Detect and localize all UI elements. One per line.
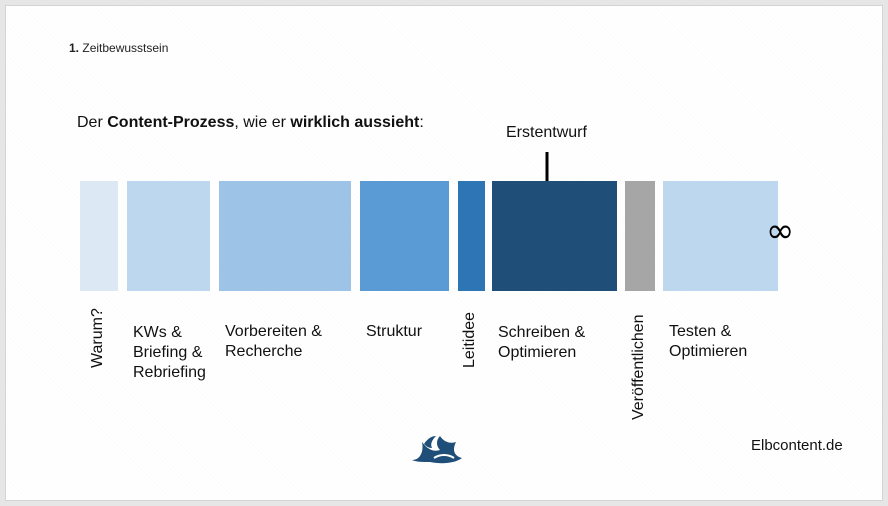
step-block-kws: [127, 181, 210, 291]
step-label-struktur: Struktur: [366, 323, 423, 340]
step-block-testen: [663, 181, 778, 291]
step-block-veroeffentlichen: [625, 181, 655, 291]
step-label-line: Testen &: [669, 323, 732, 340]
step-label-line: Schreiben &: [498, 324, 586, 341]
headline-text-2: , wie er: [234, 114, 291, 131]
step-label-line: Briefing &: [133, 344, 203, 361]
section-title: 1. Zeitbewusstsein: [69, 41, 168, 55]
step-label-line: Optimieren: [669, 343, 748, 360]
step-label-schreiben: Schreiben & Optimieren: [498, 323, 585, 363]
step-label-leitidee: Leitidee: [461, 311, 478, 368]
step-block-warum: [80, 181, 118, 291]
wave-logo-icon: [412, 436, 462, 464]
section-name: Zeitbewusstsein: [82, 41, 169, 55]
step-label-line: Vorbereiten &: [225, 323, 322, 340]
step-label-line: KWs &: [133, 324, 182, 341]
step-label-kws: KWs & Briefing & Rebriefing: [133, 323, 206, 383]
step-label-line: Recherche: [225, 343, 303, 360]
headline-bold-1: Content-Prozess: [107, 114, 235, 131]
step-block-struktur: [360, 181, 449, 291]
step-block-schreiben: [492, 181, 617, 291]
step-label-veroeffentlichen: Veröffentlichen: [630, 314, 647, 420]
section-number: 1.: [69, 41, 80, 55]
headline: Der Content-Prozess, wie er wirklich aus…: [77, 114, 424, 132]
step-label-line: Rebriefing: [133, 364, 206, 381]
annotation-label: Erstentwurf: [506, 124, 587, 141]
slide: 1. Zeitbewusstsein Der Content-Prozess, …: [5, 5, 883, 501]
step-label-testen: Testen & Optimieren: [669, 322, 747, 362]
step-block-vorbereiten: [219, 181, 351, 291]
headline-text-1: Der: [77, 114, 108, 131]
step-label-line: Optimieren: [498, 344, 577, 361]
step-label-warum: Warum?: [89, 308, 106, 368]
headline-bold-2: wirklich aussieht: [290, 114, 420, 131]
step-label-vorbereiten: Vorbereiten & Recherche: [225, 322, 322, 362]
infinity-symbol: ∞: [766, 211, 795, 251]
headline-text-3: :: [419, 114, 424, 131]
step-block-leitidee: [458, 181, 485, 291]
brand-name: Elbcontent.de: [751, 437, 843, 454]
